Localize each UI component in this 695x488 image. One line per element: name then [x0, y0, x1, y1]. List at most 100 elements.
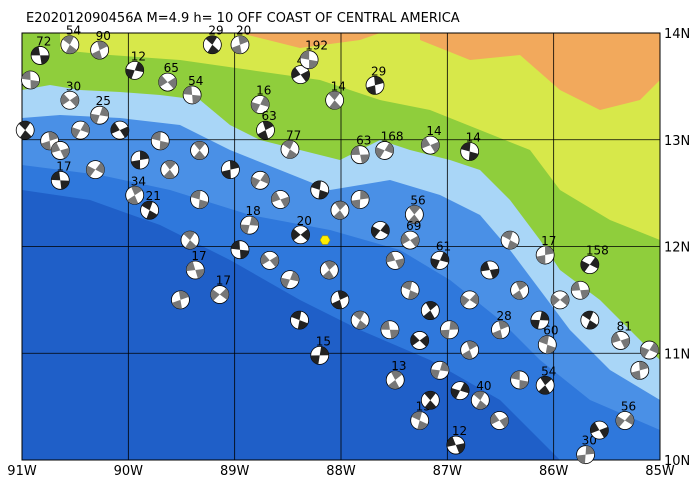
compression-quadrant: [425, 301, 438, 311]
compression-quadrant: [210, 289, 220, 301]
beachball: [85, 160, 105, 180]
beachball: [365, 75, 385, 95]
y-tick-label: 11N: [664, 347, 690, 362]
beachball: [460, 340, 480, 360]
beachball: [291, 225, 310, 245]
beachball: [171, 290, 190, 310]
beachball: [202, 35, 222, 55]
title: E202012090456A M=4.9 h= 10 OFF COAST OF …: [26, 11, 460, 26]
compression-quadrant: [510, 370, 520, 380]
beachball: [510, 280, 530, 300]
beachball: [535, 245, 555, 265]
beachball: [30, 46, 50, 65]
compression-quadrant: [615, 415, 625, 428]
compression-quadrant: [48, 131, 59, 141]
compression-quadrant: [319, 346, 329, 356]
compression-quadrant: [649, 342, 659, 354]
compression-quadrant: [62, 35, 74, 45]
compression-quadrant: [300, 70, 310, 82]
beachball: [250, 170, 270, 190]
beachball: [290, 310, 309, 330]
depth-label: 28: [497, 309, 512, 323]
compression-quadrant: [131, 160, 141, 170]
compression-quadrant: [466, 341, 478, 351]
compression-quadrant: [351, 145, 361, 156]
compression-quadrant: [384, 142, 394, 154]
compression-quadrant: [540, 376, 552, 386]
compression-quadrant: [536, 255, 546, 265]
depth-label: 65: [164, 61, 179, 75]
compression-quadrant: [193, 141, 206, 151]
compression-quadrant: [430, 258, 440, 269]
compression-quadrant: [260, 172, 270, 185]
compression-quadrant: [280, 277, 290, 288]
compression-quadrant: [280, 196, 290, 208]
beachball: [470, 390, 490, 410]
compression-quadrant: [410, 334, 420, 346]
x-tick-label: 85W: [645, 464, 675, 479]
beachball: [611, 331, 631, 350]
compression-quadrant: [257, 130, 269, 140]
compression-quadrant: [401, 281, 413, 291]
beachball: [125, 60, 145, 80]
beachball: [250, 95, 270, 114]
depth-label: 56: [621, 400, 636, 414]
compression-quadrant: [291, 67, 301, 79]
compression-quadrant: [119, 126, 129, 138]
depth-label: 17: [216, 274, 231, 288]
compression-quadrant: [240, 224, 250, 234]
compression-quadrant: [219, 288, 229, 300]
beachball: [319, 260, 339, 280]
compression-quadrant: [360, 154, 370, 164]
depth-label: 29: [208, 24, 223, 38]
compression-quadrant: [490, 413, 500, 425]
compression-quadrant: [439, 252, 449, 263]
compression-quadrant: [140, 151, 149, 161]
compression-quadrant: [502, 231, 513, 241]
compression-quadrant: [178, 290, 189, 300]
depth-label: 17: [191, 249, 206, 263]
epicenter: [319, 235, 331, 245]
beachball: [182, 85, 202, 105]
compression-quadrant: [125, 68, 135, 79]
compression-quadrant: [391, 370, 403, 380]
compression-quadrant: [507, 240, 519, 250]
compression-quadrant: [639, 361, 649, 371]
depth-label: 12: [131, 49, 146, 63]
beachball: [330, 200, 350, 220]
beachball: [221, 160, 240, 180]
compression-quadrant: [424, 400, 437, 410]
compression-quadrant: [576, 454, 586, 464]
compression-quadrant: [611, 332, 621, 344]
beachball: [71, 120, 90, 140]
compression-quadrant: [271, 191, 281, 203]
beachball: [440, 320, 459, 340]
compression-quadrant: [401, 233, 411, 245]
beachball: [537, 335, 557, 355]
compression-quadrant: [127, 195, 139, 205]
compression-quadrant: [192, 94, 202, 104]
beachball: [500, 230, 520, 250]
compression-quadrant: [545, 344, 556, 354]
compression-quadrant: [40, 55, 50, 65]
beachball: [404, 205, 424, 224]
compression-quadrant: [310, 355, 320, 365]
beachball: [230, 35, 250, 55]
compression-quadrant: [366, 85, 376, 95]
depth-label: 81: [617, 319, 632, 333]
beachball: [385, 250, 405, 270]
beachball: [370, 221, 390, 240]
compression-quadrant: [238, 35, 249, 45]
y-tick-label: 14N: [664, 27, 690, 42]
compression-quadrant: [492, 329, 503, 339]
depth-label: 34: [131, 174, 146, 188]
compression-quadrant: [251, 102, 261, 113]
compression-quadrant: [374, 76, 384, 86]
compression-quadrant: [545, 246, 555, 256]
compression-quadrant: [151, 131, 161, 141]
compression-quadrant: [51, 142, 61, 153]
compression-quadrant: [205, 35, 218, 45]
compression-quadrant: [86, 165, 96, 177]
compression-quadrant: [95, 162, 105, 174]
beachball: [210, 285, 230, 304]
